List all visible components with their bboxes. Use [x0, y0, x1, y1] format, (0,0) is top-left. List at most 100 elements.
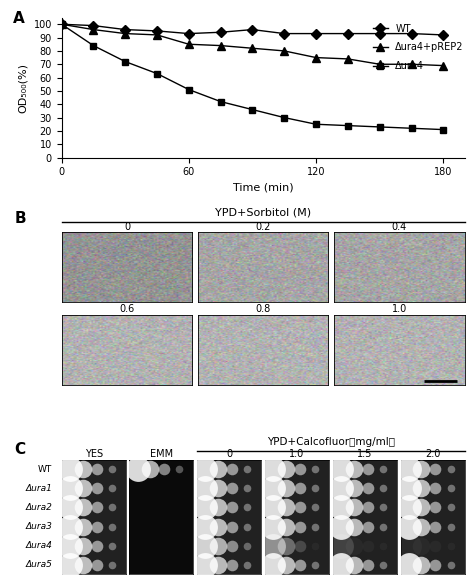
Point [228, 560, 236, 570]
Point [79, 503, 86, 512]
Point [282, 503, 290, 512]
Point [79, 541, 86, 550]
Point [175, 465, 183, 474]
Point [447, 560, 455, 570]
Point [93, 522, 100, 532]
Point [379, 541, 387, 550]
Point [244, 522, 251, 532]
Title: 2.0: 2.0 [425, 449, 440, 459]
Point [311, 541, 319, 550]
Title: 0: 0 [124, 222, 130, 231]
Point [79, 465, 86, 474]
Title: 0.4: 0.4 [392, 222, 407, 231]
Point [405, 465, 412, 474]
Point [108, 465, 115, 474]
Title: 0: 0 [226, 449, 232, 459]
Point [364, 483, 372, 493]
Point [337, 465, 345, 474]
Point [269, 560, 277, 570]
Point [93, 465, 100, 474]
Point [108, 522, 115, 532]
Y-axis label: OD₅₀₀(%): OD₅₀₀(%) [18, 63, 28, 113]
Title: EMM: EMM [150, 449, 173, 459]
Point [296, 503, 304, 512]
Point [296, 541, 304, 550]
Point [432, 503, 439, 512]
Point [418, 541, 425, 550]
Title: 1.0: 1.0 [392, 304, 407, 314]
Point [418, 522, 425, 532]
Point [337, 522, 345, 532]
Point [108, 503, 115, 512]
Point [228, 503, 236, 512]
Point [244, 483, 251, 493]
Point [447, 465, 455, 474]
Text: YPD+Calcofluor（mg/ml）: YPD+Calcofluor（mg/ml） [267, 437, 395, 447]
Point [405, 503, 412, 512]
Point [282, 541, 290, 550]
Point [432, 541, 439, 550]
Title: 1.0: 1.0 [289, 449, 305, 459]
Title: 0.8: 0.8 [255, 304, 271, 314]
Point [282, 465, 290, 474]
Point [364, 465, 372, 474]
Point [447, 483, 455, 493]
Text: Δura5: Δura5 [25, 560, 52, 569]
Text: B: B [14, 212, 26, 226]
Point [93, 560, 100, 570]
Title: 0.2: 0.2 [255, 222, 271, 231]
Point [93, 483, 100, 493]
Point [66, 522, 73, 532]
Text: A: A [13, 11, 25, 26]
Point [405, 541, 412, 550]
Point [447, 503, 455, 512]
Point [337, 483, 345, 493]
Point [244, 465, 251, 474]
Point [379, 465, 387, 474]
Point [432, 483, 439, 493]
Point [296, 465, 304, 474]
Point [93, 541, 100, 550]
Point [405, 560, 412, 570]
Point [228, 465, 236, 474]
Point [282, 560, 290, 570]
Point [108, 541, 115, 550]
Point [108, 560, 115, 570]
Point [66, 560, 73, 570]
Point [350, 465, 357, 474]
Point [350, 541, 357, 550]
Point [379, 483, 387, 493]
Point [244, 503, 251, 512]
Text: WT: WT [38, 465, 52, 473]
Point [79, 560, 86, 570]
Point [337, 541, 345, 550]
Point [66, 465, 73, 474]
Point [418, 483, 425, 493]
Point [66, 541, 73, 550]
Point [228, 541, 236, 550]
Point [108, 483, 115, 493]
Point [214, 522, 222, 532]
Point [146, 465, 154, 474]
Point [296, 560, 304, 570]
Point [201, 522, 209, 532]
Point [66, 503, 73, 512]
Point [214, 541, 222, 550]
Point [269, 541, 277, 550]
Point [364, 560, 372, 570]
Point [432, 560, 439, 570]
Point [93, 503, 100, 512]
Point [350, 522, 357, 532]
Point [201, 483, 209, 493]
Point [350, 483, 357, 493]
Point [201, 503, 209, 512]
Point [379, 560, 387, 570]
Point [447, 522, 455, 532]
Point [405, 483, 412, 493]
Point [311, 522, 319, 532]
Point [418, 503, 425, 512]
Point [228, 522, 236, 532]
Point [337, 503, 345, 512]
Text: Δura1: Δura1 [25, 484, 52, 493]
Point [364, 522, 372, 532]
